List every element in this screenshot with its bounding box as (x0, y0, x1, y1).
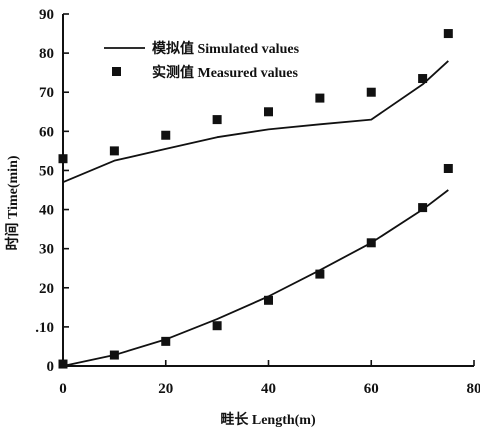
data-point-lower (264, 295, 273, 305)
y-tick-label: 20 (39, 281, 54, 297)
y-tick-label: 0 (47, 359, 55, 375)
ticks: 0 .10 20 30 40 50 60 70 80 90 0 20 40 60 80 (35, 7, 480, 397)
y-tick-label: 50 (39, 163, 54, 179)
y-axis-title: 时间 Time(min) (4, 155, 21, 250)
y-tick-label: 30 (39, 242, 54, 258)
y-tick-label: 40 (39, 203, 54, 219)
legend-label-simulated: 模拟值 Simulated values (152, 40, 300, 57)
y-tick-label: 70 (39, 85, 54, 101)
x-tick-label: 20 (158, 381, 173, 397)
data-point-lower (366, 238, 376, 248)
y-tick-label: 90 (39, 7, 54, 23)
data-point-lower (161, 336, 171, 346)
data-point-upper (58, 154, 68, 164)
legend-square-symbol (112, 67, 121, 76)
y-tick-label: .10 (35, 320, 54, 336)
x-tick-label: 0 (59, 381, 67, 397)
x-tick-label: 60 (364, 381, 379, 397)
data-point-lower (315, 269, 325, 279)
data-point-lower (418, 203, 428, 213)
data-point-upper (443, 29, 453, 39)
series-line-lower (62, 189, 449, 367)
x-tick-label: 80 (467, 381, 480, 397)
data-point-upper (315, 93, 325, 103)
data-point-upper (161, 130, 171, 140)
y-tick-label: 60 (39, 124, 54, 140)
legend-label-measured: 实测值 Measured values (152, 64, 299, 81)
data-point-upper (212, 115, 222, 125)
data-point-lower (109, 350, 119, 360)
y-tick-label: 80 (39, 46, 54, 62)
data-point-upper (418, 74, 428, 84)
series-line-upper (62, 60, 449, 184)
data-point-lower (212, 321, 222, 331)
data-point-upper (109, 146, 119, 156)
x-axis-title: 畦长 Length(m) (220, 411, 316, 428)
x-tick-label: 40 (261, 381, 276, 397)
data-point-upper (366, 87, 376, 97)
data-point-lower (443, 163, 453, 173)
legend: 模拟值 Simulated values 实测值 Measured values (104, 40, 300, 81)
data-point-lower (58, 359, 68, 369)
series-layer (58, 29, 453, 369)
data-point-upper (264, 107, 273, 117)
